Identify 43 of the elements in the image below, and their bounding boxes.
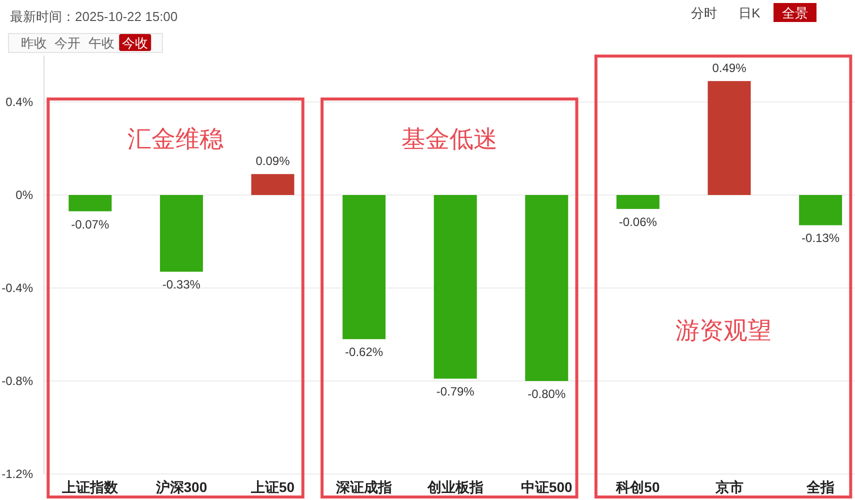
data-label: -0.33%	[162, 278, 201, 292]
data-label: 0.09%	[256, 154, 290, 168]
y-tick-label: 0%	[16, 188, 34, 202]
data-label: -0.13%	[802, 231, 840, 246]
annotation: 汇金维稳	[128, 126, 224, 153]
bar	[708, 81, 751, 195]
x-tick-label: 科创50	[615, 479, 660, 495]
x-tick-label: 沪深300	[154, 479, 208, 495]
text: 午收	[88, 36, 114, 50]
x-tick-label: 上证50	[250, 479, 295, 495]
x-tick-label: 全指	[806, 479, 835, 495]
data-label: -0.62%	[345, 345, 384, 360]
y-tick-label: 0.4%	[6, 95, 34, 109]
bar	[251, 174, 294, 195]
y-tick-label: -0.8%	[2, 374, 34, 388]
text: 分时	[691, 6, 717, 20]
bar	[616, 195, 660, 209]
x-tick-label: 深证成指	[335, 479, 392, 495]
x-tick-label: 中证500	[520, 479, 573, 495]
bar	[525, 195, 568, 381]
chart-title: 最新时间：2025-10-22 15:00	[10, 9, 178, 24]
bar	[160, 195, 203, 272]
text: 昨收	[21, 36, 47, 50]
x-tick-label: 上证指数	[61, 479, 120, 495]
data-label: -0.06%	[618, 214, 658, 229]
annotation: 游资观望	[675, 317, 772, 344]
x-tick-label: 创业板指	[426, 479, 484, 495]
data-label: -0.79%	[436, 384, 475, 399]
text: 全景	[782, 6, 808, 20]
data-label: -0.80%	[528, 387, 566, 401]
bar	[799, 195, 842, 226]
annotation: 基金低迷	[401, 126, 498, 153]
bar	[434, 195, 477, 379]
data-label: -0.07%	[71, 217, 110, 232]
y-tick-label: -1.2%	[2, 467, 34, 481]
data-label: 0.49%	[712, 61, 747, 76]
text: 今开	[54, 36, 81, 50]
bar	[342, 195, 386, 340]
text: 日K	[738, 6, 761, 20]
text: 今收	[122, 36, 148, 50]
y-tick-label: -0.4%	[2, 281, 34, 295]
bar	[68, 195, 112, 212]
x-tick-label: 京市	[714, 479, 744, 495]
